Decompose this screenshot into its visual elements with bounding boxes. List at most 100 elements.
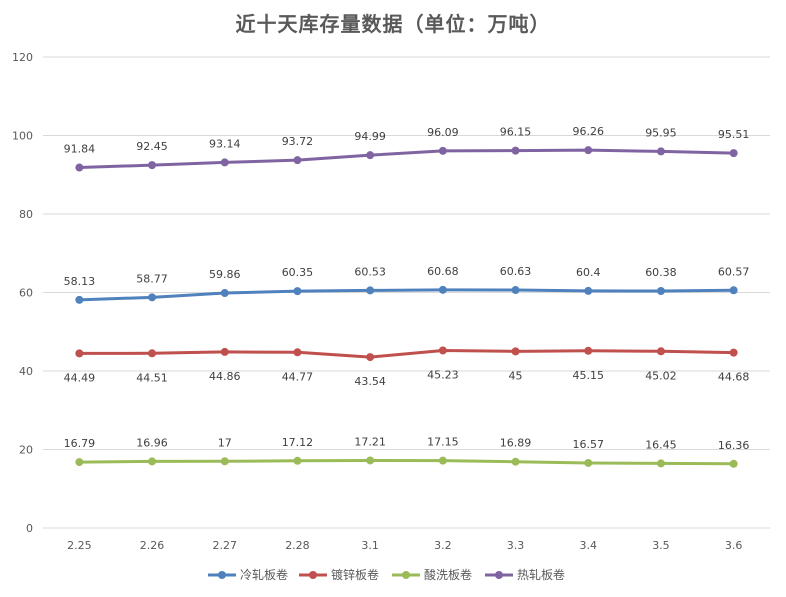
y-tick-label: 60 <box>19 287 33 300</box>
data-label: 96.26 <box>573 125 605 138</box>
data-label: 59.86 <box>209 268 241 281</box>
data-label: 44.86 <box>209 370 241 383</box>
data-label: 45 <box>509 369 523 382</box>
y-tick-label: 40 <box>19 365 33 378</box>
data-point <box>584 286 593 295</box>
data-point <box>220 289 229 298</box>
data-label: 60.4 <box>576 266 601 279</box>
data-point <box>148 457 157 466</box>
data-label: 16.96 <box>136 436 168 449</box>
series-line <box>77 348 736 359</box>
legend-label: 热轧板卷 <box>517 567 565 582</box>
legend-swatch-marker <box>495 571 503 579</box>
data-label: 45.02 <box>645 369 677 382</box>
data-point <box>366 286 375 295</box>
data-point <box>148 161 157 170</box>
data-point <box>366 151 375 160</box>
data-point <box>729 348 738 357</box>
data-point <box>148 349 157 358</box>
data-point <box>511 286 520 295</box>
legend-swatch-marker <box>402 571 410 579</box>
x-tick-label: 3.5 <box>652 539 670 552</box>
data-point <box>729 149 738 158</box>
data-point <box>584 346 593 355</box>
data-point <box>656 347 665 356</box>
data-point <box>438 346 447 355</box>
x-tick-label: 3.4 <box>580 539 598 552</box>
series-layer <box>75 146 738 468</box>
data-label: 92.45 <box>136 140 168 153</box>
x-tick-label: 2.28 <box>285 539 310 552</box>
data-point <box>220 347 229 356</box>
legend: 冷轧板卷 镀锌板卷 酸洗板卷 热轧板卷 <box>208 567 565 582</box>
data-label: 94.99 <box>354 130 386 143</box>
series-line <box>77 288 736 302</box>
x-axis: 2.25 2.26 2.27 2.28 3.1 3.2 3.3 3.4 3.5 3.6 <box>67 539 742 552</box>
data-point <box>729 459 738 468</box>
data-label: 60.35 <box>282 266 314 279</box>
data-label: 95.95 <box>645 126 677 139</box>
data-label: 17.15 <box>427 436 459 449</box>
y-axis: 0 20 40 60 80 100 120 <box>12 51 33 535</box>
data-point <box>584 146 593 155</box>
data-point <box>293 456 302 465</box>
data-label: 45.15 <box>573 369 605 382</box>
data-point <box>656 459 665 468</box>
data-label: 60.57 <box>718 265 750 278</box>
data-point <box>511 146 520 155</box>
data-point <box>511 347 520 356</box>
data-label: 58.13 <box>64 275 96 288</box>
chart-title: 近十天库存量数据（单位：万吨） <box>235 12 551 36</box>
data-label: 60.53 <box>354 265 386 278</box>
data-point <box>220 158 229 167</box>
legend-label: 酸洗板卷 <box>424 567 472 582</box>
data-labels: 58.13 58.77 59.86 60.35 60.53 60.68 60.63 60.4 6… <box>64 125 750 452</box>
series-line <box>77 458 736 466</box>
data-label: 96.09 <box>427 126 459 139</box>
data-label: 60.63 <box>500 265 532 278</box>
data-label: 96.15 <box>500 126 532 139</box>
data-label: 44.77 <box>282 370 314 383</box>
data-point <box>293 156 302 165</box>
data-point <box>75 458 84 467</box>
legend-swatch-marker <box>218 571 226 579</box>
x-tick-label: 2.27 <box>213 539 238 552</box>
data-label: 91.84 <box>64 143 96 156</box>
data-point <box>511 457 520 466</box>
data-label: 16.79 <box>64 437 96 450</box>
data-point <box>729 286 738 295</box>
data-label: 95.51 <box>718 128 750 141</box>
y-tick-label: 80 <box>19 208 33 221</box>
x-tick-label: 3.1 <box>361 539 379 552</box>
data-label: 17 <box>218 436 232 449</box>
data-label: 16.36 <box>718 439 750 452</box>
data-point <box>148 293 157 302</box>
data-label: 43.54 <box>354 375 386 388</box>
data-label: 93.72 <box>282 135 314 148</box>
legend-label: 镀锌板卷 <box>331 567 379 582</box>
legend-swatch-marker <box>309 571 317 579</box>
y-tick-label: 100 <box>12 130 33 143</box>
data-point <box>220 457 229 466</box>
x-tick-label: 2.25 <box>67 539 92 552</box>
data-label: 17.12 <box>282 436 314 449</box>
data-label: 44.49 <box>64 371 96 384</box>
data-point <box>75 295 84 304</box>
data-label: 93.14 <box>209 137 241 150</box>
data-point <box>438 146 447 155</box>
data-point <box>293 287 302 296</box>
data-point <box>656 287 665 296</box>
data-label: 60.38 <box>645 266 677 279</box>
grid-layer <box>43 56 770 529</box>
series-line <box>77 148 736 170</box>
data-point <box>75 163 84 172</box>
data-label: 44.51 <box>136 371 168 384</box>
x-tick-label: 3.6 <box>725 539 743 552</box>
data-label: 16.45 <box>645 438 677 451</box>
data-label: 17.21 <box>354 435 386 448</box>
data-point <box>366 353 375 362</box>
x-tick-label: 2.26 <box>140 539 165 552</box>
data-point <box>75 349 84 358</box>
data-point <box>656 147 665 156</box>
